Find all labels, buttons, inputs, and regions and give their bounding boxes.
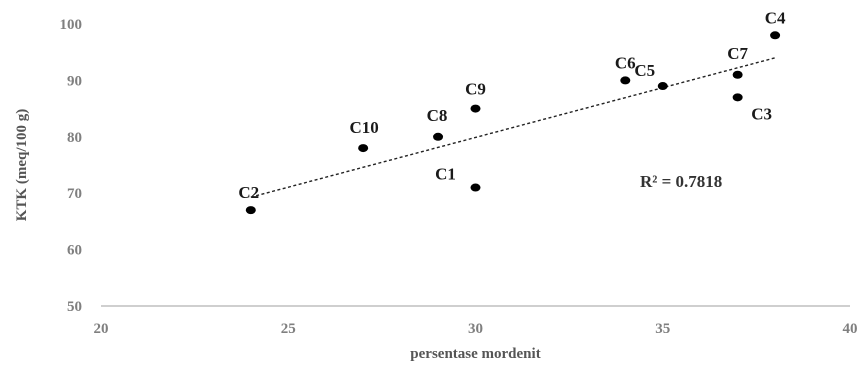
point-label: C2: [238, 183, 259, 202]
data-point: [657, 82, 668, 91]
point-label: C7: [727, 44, 748, 63]
x-tick-labels: 20 25 30 35 40: [94, 321, 858, 337]
data-points: [245, 31, 781, 215]
y-tick-label: 80: [67, 130, 82, 146]
y-tick-label: 100: [60, 17, 83, 33]
data-point: [358, 144, 369, 153]
data-point: [732, 70, 743, 79]
point-label: C10: [350, 118, 379, 137]
data-point: [245, 206, 256, 215]
x-axis-label: persentase mordenit: [410, 346, 540, 362]
x-tick-label: 25: [281, 321, 296, 337]
point-label: C9: [465, 80, 486, 99]
y-tick-label: 70: [67, 186, 82, 202]
data-point: [433, 132, 444, 141]
point-label: C3: [751, 104, 772, 123]
x-tick-label: 20: [94, 321, 109, 337]
y-axis-label: KTK (meq/100 g): [14, 109, 30, 222]
data-point: [732, 93, 743, 102]
data-point: [470, 104, 481, 113]
point-label: C1: [435, 165, 456, 184]
x-tick-label: 40: [843, 321, 858, 337]
y-tick-label: 50: [67, 299, 82, 315]
point-label: C8: [427, 106, 448, 125]
y-tick-label: 60: [67, 243, 82, 259]
data-point: [770, 31, 781, 40]
x-tick-label: 30: [468, 321, 483, 337]
x-tick-label: 35: [655, 321, 670, 337]
point-label: C6: [615, 53, 636, 72]
y-tick-labels: 50 60 70 80 90 100: [60, 17, 83, 315]
data-point: [620, 76, 631, 85]
y-tick-label: 90: [67, 73, 82, 89]
point-label: C4: [765, 8, 786, 27]
trendline: [250, 57, 776, 198]
point-label: C5: [634, 61, 655, 80]
data-point: [470, 183, 481, 192]
r-squared-annotation: R² = 0.7818: [640, 172, 722, 191]
